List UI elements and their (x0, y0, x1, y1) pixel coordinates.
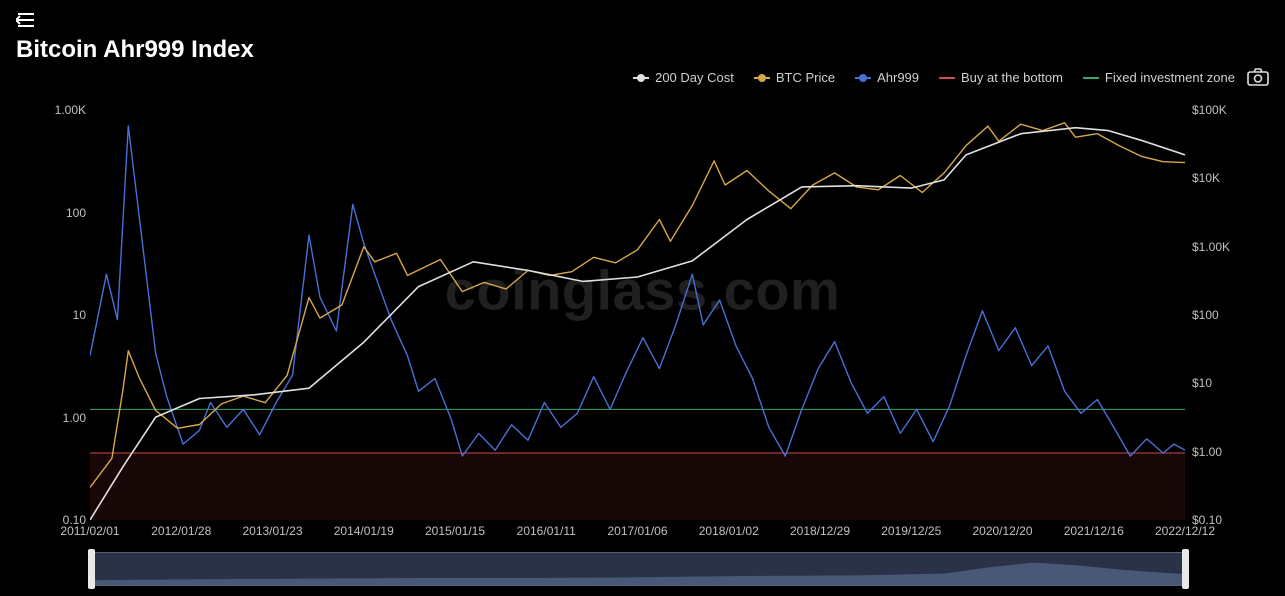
legend-label: Buy at the bottom (961, 70, 1063, 85)
x-tick-label: 2019/12/25 (881, 524, 941, 538)
legend-item-cost200[interactable]: 200 Day Cost (633, 70, 734, 85)
y-right-tick-label: $1.00 (1192, 445, 1222, 459)
x-tick-label: 2018/12/29 (790, 524, 850, 538)
y-left-tick-label: 100 (66, 206, 86, 220)
y-left-tick-label: 1.00 (63, 411, 86, 425)
x-tick-label: 2014/01/19 (334, 524, 394, 538)
legend-item-fixed_zone[interactable]: Fixed investment zone (1083, 70, 1235, 85)
y-left-tick-label: 1.00K (55, 103, 86, 117)
series-ahr999 (90, 126, 1185, 456)
brush-handle-left[interactable] (88, 549, 95, 589)
series-btc (90, 123, 1185, 488)
screenshot-icon[interactable] (1247, 68, 1269, 91)
legend-item-btc[interactable]: BTC Price (754, 70, 835, 85)
time-range-brush[interactable] (90, 552, 1187, 586)
y-right-tick-label: $10 (1192, 376, 1212, 390)
page-title: Bitcoin Ahr999 Index (16, 36, 254, 64)
legend-label: Fixed investment zone (1105, 70, 1235, 85)
chart-plot-area[interactable] (90, 110, 1185, 520)
buy-bottom-zone (90, 453, 1185, 520)
legend-label: Ahr999 (877, 70, 919, 85)
brush-handle-right[interactable] (1182, 549, 1189, 589)
y-right-tick-label: $100 (1192, 308, 1219, 322)
x-tick-label: 2022/12/12 (1155, 524, 1215, 538)
x-tick-label: 2020/12/20 (972, 524, 1032, 538)
x-tick-label: 2021/12/16 (1064, 524, 1124, 538)
x-tick-label: 2016/01/11 (517, 524, 576, 538)
legend-item-buy_bottom[interactable]: Buy at the bottom (939, 70, 1063, 85)
y-right-tick-label: $10K (1192, 171, 1220, 185)
legend-item-ahr999[interactable]: Ahr999 (855, 70, 919, 85)
chart-legend: 200 Day Cost BTC Price Ahr999 Buy at the bo… (633, 70, 1235, 85)
x-tick-label: 2015/01/15 (425, 524, 485, 538)
x-tick-label: 2018/01/02 (699, 524, 759, 538)
chart-container: Bitcoin Ahr999 Index 200 Day Cost BTC Pri… (0, 0, 1285, 596)
y-left-tick-label: 10 (73, 308, 86, 322)
brush-overview-area (91, 563, 1186, 585)
x-tick-label: 2013/01/23 (242, 524, 302, 538)
legend-label: 200 Day Cost (655, 70, 734, 85)
x-tick-label: 2017/01/06 (607, 524, 667, 538)
legend-label: BTC Price (776, 70, 835, 85)
y-right-tick-label: $1.00K (1192, 240, 1230, 254)
x-tick-label: 2012/01/28 (151, 524, 211, 538)
menu-toggle-icon[interactable] (16, 12, 36, 33)
x-tick-label: 2011/02/01 (60, 524, 119, 538)
y-right-tick-label: $100K (1192, 103, 1227, 117)
